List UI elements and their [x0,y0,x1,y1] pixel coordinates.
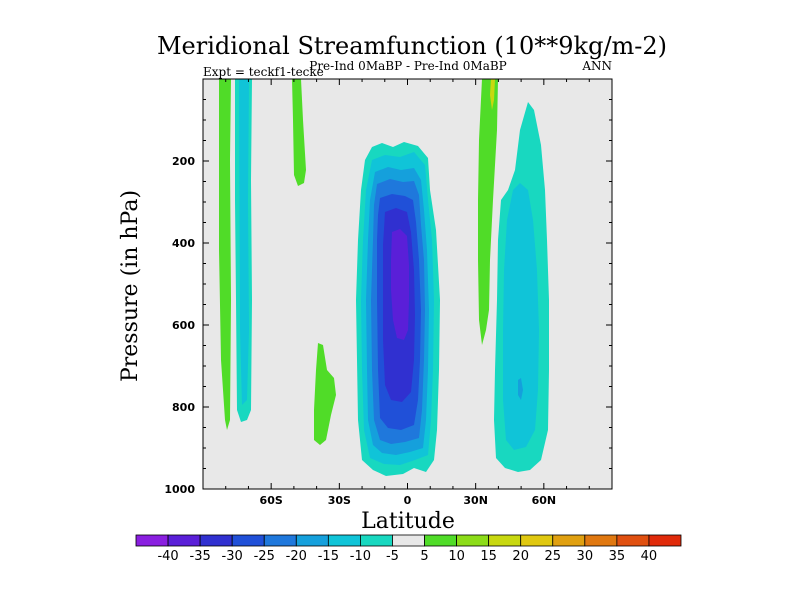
colorbar-tick-label: -15 [318,549,339,564]
colorbar-swatch [392,534,425,547]
southern-midlatitude-positive-patch [314,343,336,445]
colorbar-tick-label: -25 [254,549,275,564]
southern-positive-tongue [292,79,306,186]
y-tick-label: 600 [172,319,195,332]
colorbar-swatch [135,534,169,547]
subtitle-left: Expt = teckf1-tecke [203,65,324,79]
colorbar-swatch [520,534,554,547]
colorbar-swatch [199,534,233,547]
colorbar-tick-label: -5 [386,549,399,564]
colorbar-tick-label: 5 [420,549,428,564]
x-tick-label: 60N [532,494,557,507]
x-tick-label: 60S [260,494,283,507]
x-tick-label: 30S [328,494,351,507]
subtitle-center: Pre-Ind 0MaBP - Pre-Ind 0MaBP [309,59,506,73]
y-tick-label: 200 [172,155,195,168]
y-axis-ticks: 200 400 600 800 1000 [164,99,612,496]
central-negative-cell-lvl35 [391,229,409,340]
colorbar-tick-label: 20 [512,549,529,564]
colorbar-tick-label: -20 [286,549,307,564]
y-tick-label: 400 [172,237,195,250]
colorbar-tick-label: 25 [544,549,561,564]
colorbar-labels: -40 -35 -30 -25 -20 -15 -10 -5 5 10 15 20 25 30 35 40 [157,549,657,564]
colorbar-swatch [360,534,393,547]
colorbar-tick-label: -35 [190,549,211,564]
x-tick-label: 30N [463,494,488,507]
chart-title: Meridional Streamfunction (10**9kg/m-2) [157,32,667,60]
southern-polar-negative-core [239,79,249,405]
x-axis-ticks: 60S 30S 0 30N 60N [225,79,590,507]
colorbar-tick-label: 30 [577,549,594,564]
colorbar-swatch [648,534,682,547]
southern-polar-positive-strip [219,79,231,430]
colorbar-swatch [327,534,361,547]
y-axis-label: Pressure (in hPa) [118,190,143,382]
northern-negative-cell-lvl10 [503,183,539,450]
colorbar-swatch [231,534,265,547]
colorbar-swatch [488,534,522,547]
y-tick-label: 1000 [164,483,195,496]
contour-fills [219,79,549,476]
colorbar-tick-label: 40 [641,549,658,564]
northern-negative-cell-lvl15 [518,378,523,400]
colorbar-swatch [456,534,490,547]
x-axis-label: Latitude [361,509,455,534]
subtitle-right: ANN [581,59,612,73]
y-tick-label: 800 [172,401,195,414]
colorbar-tick-label: -40 [157,549,178,564]
colorbar-swatch [584,534,618,547]
colorbar-swatch [263,534,297,547]
colorbar-swatch [616,534,650,547]
colorbar-tick-label: 35 [609,549,626,564]
colorbar-swatch [167,534,201,547]
colorbar-tick-label: 10 [448,549,465,564]
colorbar-tick-label: 15 [480,549,497,564]
colorbar-swatch [295,534,329,547]
northern-positive-strip-core [490,79,495,110]
colorbar [135,534,682,547]
colorbar-tick-label: -30 [222,549,243,564]
x-tick-label: 0 [404,494,412,507]
colorbar-swatch [424,534,457,547]
northern-positive-strip [478,79,498,345]
colorbar-swatch [552,534,586,547]
colorbar-tick-label: -10 [350,549,371,564]
